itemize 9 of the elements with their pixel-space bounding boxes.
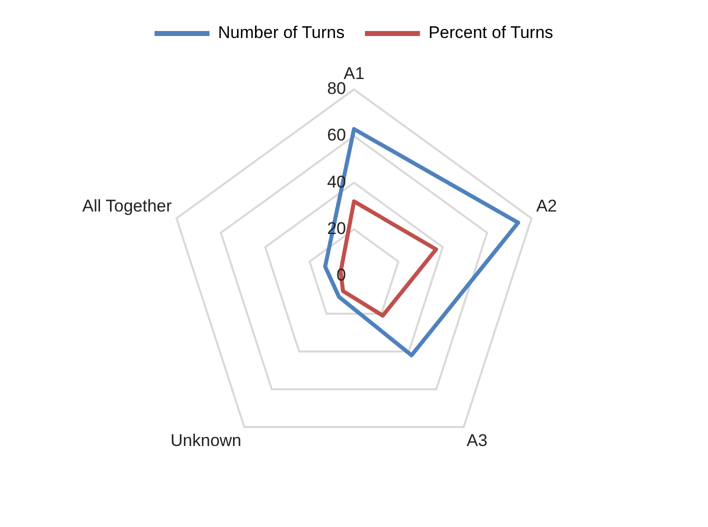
legend-label: Number of Turns bbox=[218, 23, 345, 42]
spoke-label: A2 bbox=[536, 196, 558, 216]
legend-label: Percent of Turns bbox=[428, 23, 554, 42]
spoke-label: A1 bbox=[344, 64, 364, 83]
spoke-label: A3 bbox=[466, 430, 488, 450]
y-tick-label: 80 bbox=[327, 79, 346, 98]
spoke-label: Unknown bbox=[170, 430, 242, 450]
spoke-label: All Together bbox=[82, 196, 172, 216]
y-tick-label: 60 bbox=[327, 126, 346, 145]
